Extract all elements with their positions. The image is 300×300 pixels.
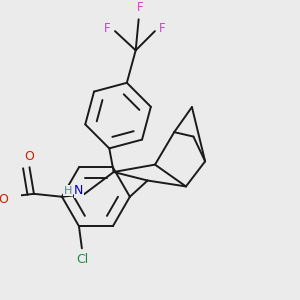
Text: Cl: Cl bbox=[76, 253, 88, 266]
Text: O: O bbox=[0, 193, 8, 206]
Text: F: F bbox=[137, 1, 143, 14]
Text: N: N bbox=[74, 184, 83, 197]
Text: F: F bbox=[104, 22, 111, 35]
Text: H: H bbox=[64, 186, 72, 196]
Text: F: F bbox=[159, 22, 166, 35]
Text: O: O bbox=[25, 149, 34, 163]
